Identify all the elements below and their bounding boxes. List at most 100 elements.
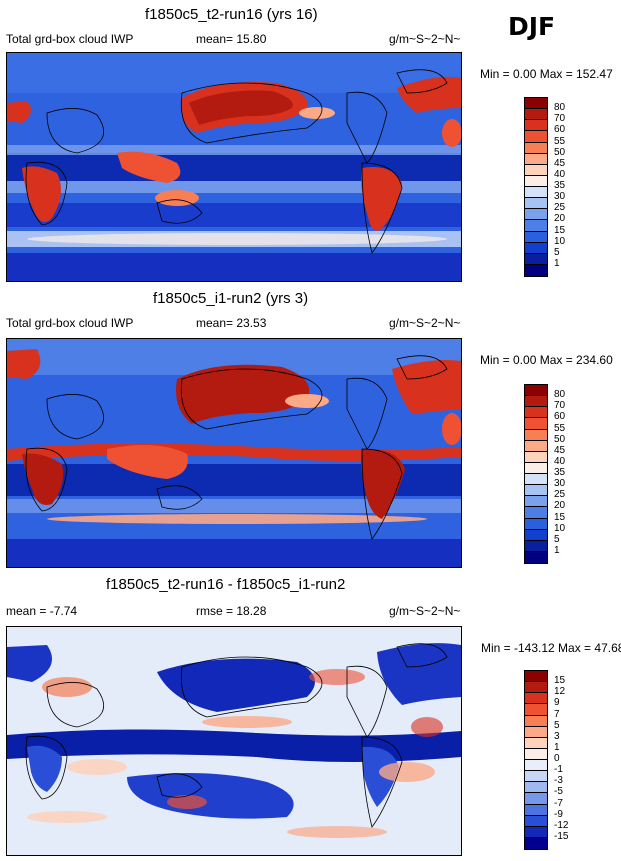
panel-1-variable-label: Total grd-box cloud IWP (6, 32, 134, 46)
colorbar-swatch (525, 771, 547, 783)
panel-1-title: f1850c5_t2-run16 (yrs 16) (145, 6, 318, 23)
panel-2-colorbar (524, 384, 548, 564)
colorbar-tick-label: 10 (554, 522, 566, 534)
colorbar-tick-label: 15 (554, 675, 566, 687)
colorbar-swatch (525, 748, 547, 760)
colorbar-swatch (525, 407, 547, 419)
colorbar-tick-label: 9 (554, 697, 560, 709)
panel-1-mean-label: mean= 15.80 (196, 32, 267, 46)
colorbar-tick-label: 45 (554, 157, 566, 169)
colorbar-swatch (525, 540, 547, 552)
panel-3-units-label: g/m~S~2~N~ (389, 604, 461, 618)
colorbar-swatch (525, 120, 547, 132)
panel-1-minmax-label: Min = 0.00 Max = 152.47 (480, 67, 613, 81)
colorbar-tick-label: 60 (554, 411, 566, 423)
colorbar-swatch (525, 760, 547, 772)
colorbar-tick-label: -12 (554, 819, 569, 831)
panel-1-units-label: g/m~S~2~N~ (389, 32, 461, 46)
colorbar-tick-label: 1 (554, 257, 560, 269)
panel-2-minmax-label: Min = 0.00 Max = 234.60 (480, 353, 613, 367)
colorbar-swatch (525, 396, 547, 408)
colorbar-tick-label: 35 (554, 180, 566, 191)
colorbar-tick-label: 40 (554, 455, 566, 467)
colorbar-swatch (525, 496, 547, 508)
colorbar-tick-label: -7 (554, 797, 563, 809)
colorbar-swatch (525, 253, 547, 265)
panel-3-map (6, 626, 462, 856)
colorbar-tick-label: 1 (554, 544, 560, 556)
colorbar-swatch (525, 837, 547, 849)
colorbar-tick-label: 80 (554, 389, 566, 401)
colorbar-swatch (525, 164, 547, 176)
colorbar-swatch (525, 726, 547, 738)
colorbar-swatch (525, 131, 547, 143)
colorbar-swatch (525, 485, 547, 497)
colorbar-swatch (525, 507, 547, 519)
colorbar-swatch (525, 693, 547, 705)
colorbar-swatch (525, 220, 547, 232)
colorbar-tick-label: 0 (554, 753, 560, 764)
colorbar-swatch (525, 187, 547, 199)
panel-2-map (6, 338, 462, 568)
colorbar-swatch (525, 175, 547, 187)
colorbar-tick-label: 45 (554, 444, 566, 456)
colorbar-swatch (525, 451, 547, 463)
colorbar-tick-label: 5 (554, 533, 560, 545)
season-label: DJF (508, 12, 556, 41)
colorbar-swatch (525, 418, 547, 430)
panel-2-mean-label: mean= 23.53 (196, 316, 267, 330)
panel-3-mean-label: mean = -7.74 (6, 604, 78, 618)
panel-2-units-label: g/m~S~2~N~ (389, 316, 461, 330)
colorbar-tick-label: 50 (554, 146, 566, 158)
colorbar-tick-label: 3 (554, 730, 560, 742)
colorbar-swatch (525, 440, 547, 452)
colorbar-tick-label: 12 (554, 686, 566, 698)
panel-1-map (6, 52, 462, 282)
colorbar-tick-label: 35 (554, 467, 566, 478)
colorbar-swatch (525, 142, 547, 154)
colorbar-swatch (525, 671, 547, 683)
colorbar-swatch (525, 793, 547, 805)
panel-2-field (7, 339, 461, 567)
colorbar-tick-label: -9 (554, 808, 563, 820)
panel-2-title: f1850c5_i1-run2 (yrs 3) (153, 290, 309, 307)
colorbar-swatch (525, 474, 547, 486)
colorbar-swatch (525, 551, 547, 563)
colorbar-swatch (525, 815, 547, 827)
colorbar-tick-label: 25 (554, 202, 566, 214)
colorbar-tick-label: 70 (554, 113, 566, 125)
colorbar-tick-label: -5 (554, 786, 563, 798)
colorbar-tick-label: 10 (554, 235, 566, 247)
colorbar-tick-label: 55 (554, 135, 566, 147)
colorbar-tick-label: 5 (554, 246, 560, 258)
colorbar-swatch (525, 529, 547, 541)
colorbar-tick-label: 70 (554, 400, 566, 412)
colorbar-tick-label: 55 (554, 422, 566, 434)
colorbar-tick-label: 60 (554, 124, 566, 136)
panel-3-minmax-label: Min = -143.12 Max = 47.68 (481, 641, 621, 655)
colorbar-swatch (525, 198, 547, 210)
colorbar-swatch (525, 518, 547, 530)
colorbar-swatch (525, 153, 547, 165)
colorbar-tick-label: 25 (554, 489, 566, 501)
colorbar-tick-label: 50 (554, 433, 566, 445)
colorbar-swatch (525, 429, 547, 441)
colorbar-swatch (525, 462, 547, 474)
panel-1-field (7, 53, 461, 281)
colorbar-swatch (525, 98, 547, 110)
colorbar-swatch (525, 782, 547, 794)
colorbar-tick-label: 40 (554, 168, 566, 180)
panel-3-field (7, 627, 461, 855)
colorbar-swatch (525, 242, 547, 254)
colorbar-tick-label: 7 (554, 708, 560, 720)
colorbar-tick-label: 30 (554, 191, 566, 203)
colorbar-tick-label: 20 (554, 500, 566, 512)
panel-3-rmse-label: rmse = 18.28 (196, 604, 267, 618)
colorbar-tick-label: 15 (554, 511, 566, 523)
colorbar-tick-label: -1 (554, 764, 563, 776)
colorbar-tick-label: 1 (554, 741, 560, 753)
colorbar-tick-label: 5 (554, 719, 560, 731)
colorbar-swatch (525, 682, 547, 694)
colorbar-swatch (525, 231, 547, 243)
colorbar-tick-label: -15 (554, 830, 569, 842)
